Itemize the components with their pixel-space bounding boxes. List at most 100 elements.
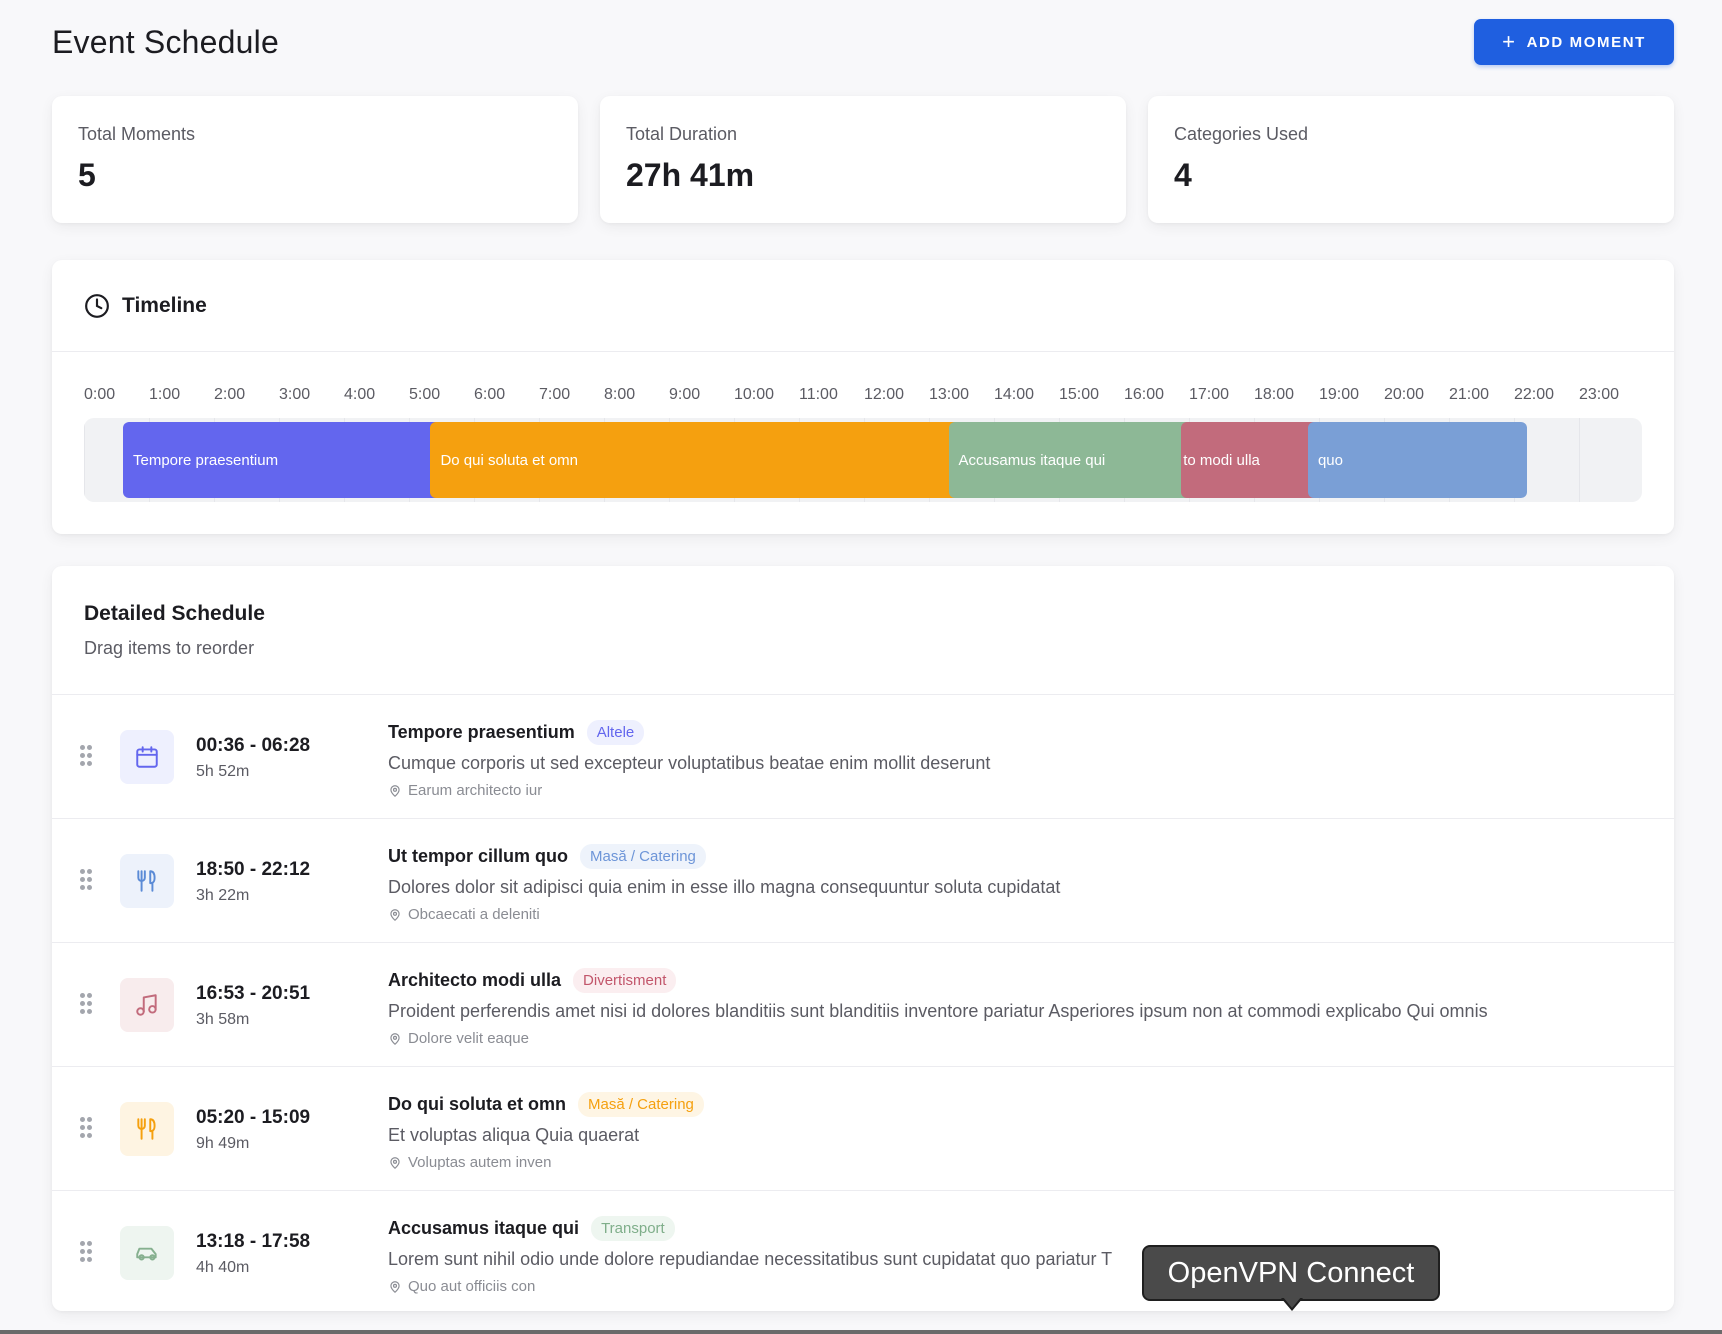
item-location: Dolore velit eaque <box>388 1030 1654 1047</box>
add-moment-label: ADD MOMENT <box>1526 33 1646 51</box>
schedule-row[interactable]: 05:20 - 15:09 9h 49m Do qui soluta et om… <box>52 1067 1674 1191</box>
item-title-line: Tempore praesentium Altele <box>388 717 1654 747</box>
category-badge: Transport <box>591 1215 675 1241</box>
car-icon <box>136 1247 157 1261</box>
page-title: Event Schedule <box>52 23 279 60</box>
category-badge: Altele <box>586 719 645 745</box>
stat-value: 4 <box>1174 157 1192 193</box>
item-title: Tempore praesentium <box>388 721 575 742</box>
schedule-subtitle: Drag items to reorder <box>84 638 255 658</box>
location-text: Dolore velit eaque <box>408 1030 529 1047</box>
clock-icon <box>85 293 109 318</box>
category-icon-box <box>120 730 174 784</box>
window-bottom-edge <box>0 1330 1722 1334</box>
duration: 3h 58m <box>196 1011 250 1028</box>
drag-handle-icon[interactable] <box>80 993 92 1015</box>
item-content: Ut tempor cillum quo Masă / Catering Dol… <box>388 841 1654 923</box>
timeline-bar[interactable]: quo <box>1307 422 1527 498</box>
item-description: Proident perferendis amet nisi id dolore… <box>388 1001 1488 1021</box>
item-description: Lorem sunt nihil odio unde dolore repudi… <box>388 1249 1113 1269</box>
add-moment-button[interactable]: + ADD MOMENT <box>1474 19 1674 65</box>
tooltip-arrow <box>1281 1297 1303 1311</box>
schedule-card: Detailed Schedule Drag items to reorder … <box>52 566 1674 1311</box>
category-icon-box <box>120 978 174 1032</box>
timeline-hour-label: 16:00 <box>1124 386 1165 403</box>
item-title: Accusamus itaque qui <box>388 1217 580 1238</box>
timeline-track: Tempore praesentium Do qui soluta et omn A… <box>84 418 1642 502</box>
time-range: 00:36 - 06:28 <box>196 735 311 756</box>
category-icon-box <box>120 854 174 908</box>
timeline-hour-label: 14:00 <box>994 386 1035 403</box>
timeline-hour-label: 2:00 <box>214 386 246 403</box>
timeline-hour-label: 15:00 <box>1059 386 1100 403</box>
location-text: Obcaecati a deleniti <box>408 906 540 923</box>
drag-handle-icon[interactable] <box>80 869 92 891</box>
drag-handle-icon[interactable] <box>80 745 92 767</box>
duration: 9h 49m <box>196 1135 250 1152</box>
item-location: Voluptas autem inven <box>388 1154 1654 1171</box>
stat-value: 5 <box>78 157 96 193</box>
schedule-row[interactable]: 13:18 - 17:58 4h 40m Accusamus itaque qu… <box>52 1191 1674 1311</box>
timeline-hour-label: 12:00 <box>864 386 905 403</box>
timeline-hour-label: 17:00 <box>1189 386 1230 403</box>
timeline-hour-label: 13:00 <box>929 386 970 403</box>
duration: 3h 22m <box>196 887 250 904</box>
stat-label: Total Duration <box>626 124 738 144</box>
item-content: Do qui soluta et omn Masă / Catering Et … <box>388 1089 1654 1171</box>
music-note-icon <box>136 994 157 1016</box>
item-location: Obcaecati a deleniti <box>388 906 1654 923</box>
schedule-row[interactable]: 00:36 - 06:28 5h 52m Tempore praesentium… <box>52 695 1674 819</box>
timeline-gridline <box>84 418 85 502</box>
item-title: Ut tempor cillum quo <box>388 845 568 866</box>
item-description: Dolores dolor sit adipisci quia enim in … <box>388 877 1061 897</box>
timeline-hour-label: 4:00 <box>344 386 376 403</box>
item-location: Earum architecto iur <box>388 782 1654 799</box>
timeline-bar-label: to modi ulla <box>1183 451 1260 469</box>
timeline-hour-labels: 0:00 1:00 2:00 3:00 4:00 5:00 6:00 7:00 8:00 9:00… <box>84 386 1642 406</box>
location-text: Earum architecto iur <box>408 782 543 799</box>
timeline-bar-label: Tempore praesentium <box>133 451 279 469</box>
timeline-hour-label: 3:00 <box>279 386 311 403</box>
fork-knife-icon <box>137 1118 156 1140</box>
timeline-card: Timeline 0:00 1:00 2:00 3:00 4:00 5:00 6:00 7:0… <box>52 260 1674 534</box>
timeline-hour-label: 22:00 <box>1514 386 1555 403</box>
tooltip: OpenVPN Connect <box>1142 1245 1440 1301</box>
timeline-hour-label: 23:00 <box>1579 386 1620 403</box>
map-pin-icon <box>390 1032 400 1045</box>
timeline-header: Timeline <box>52 260 1674 352</box>
item-title: Architecto modi ulla <box>388 969 562 990</box>
map-pin-icon <box>390 908 400 921</box>
stat-card-categories-used: Categories Used 4 <box>1148 96 1674 223</box>
timeline-hour-label: 7:00 <box>539 386 571 403</box>
timeline-hour-label: 9:00 <box>669 386 701 403</box>
item-content: Architecto modi ulla Divertisment Proide… <box>388 965 1654 1047</box>
fork-knife-icon <box>137 870 156 892</box>
map-pin-icon <box>390 784 400 797</box>
drag-handle-icon[interactable] <box>80 1117 92 1139</box>
schedule-title: Detailed Schedule <box>84 602 265 625</box>
timeline-hour-label: 1:00 <box>149 386 181 403</box>
schedule-row[interactable]: 18:50 - 22:12 3h 22m Ut tempor cillum qu… <box>52 819 1674 943</box>
timeline-hour-label: 19:00 <box>1319 386 1360 403</box>
header: Event Schedule + ADD MOMENT <box>52 18 1674 66</box>
item-content: Accusamus itaque qui Transport Lorem sun… <box>388 1213 1654 1295</box>
drag-handle-icon[interactable] <box>80 1241 92 1263</box>
timeline-hour-label: 6:00 <box>474 386 506 403</box>
item-location: Quo aut officiis con <box>388 1278 1654 1295</box>
timeline-hour-label: 10:00 <box>734 386 775 403</box>
schedule-list: 00:36 - 06:28 5h 52m Tempore praesentium… <box>52 695 1674 1311</box>
stat-value: 27h 41m <box>626 157 755 193</box>
timeline-bar-label: quo <box>1317 451 1343 469</box>
timeline-hour-label: 5:00 <box>409 386 441 403</box>
schedule-header: Detailed Schedule Drag items to reorder <box>52 566 1674 695</box>
schedule-row[interactable]: 16:53 - 20:51 3h 58m Architecto modi ull… <box>52 943 1674 1067</box>
time-range: 16:53 - 20:51 <box>196 983 311 1004</box>
timeline-bar-label: Accusamus itaque qui <box>958 451 1106 469</box>
item-description: Cumque corporis ut sed excepteur volupta… <box>388 753 991 773</box>
timeline-bar-label: Do qui soluta et omn <box>440 451 579 469</box>
timeline-gridline <box>1579 418 1580 502</box>
calendar-icon <box>136 746 158 768</box>
map-pin-icon <box>390 1280 400 1293</box>
stat-label: Total Moments <box>78 124 196 144</box>
category-icon-box <box>120 1226 174 1280</box>
